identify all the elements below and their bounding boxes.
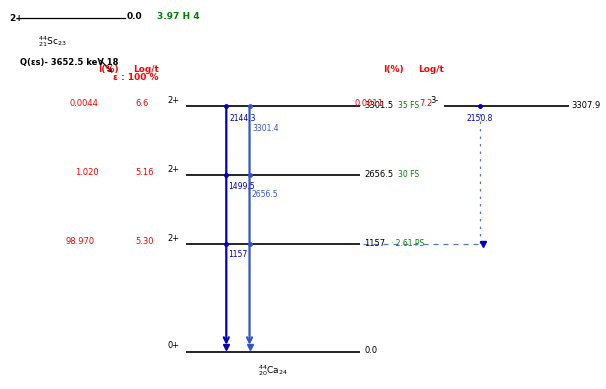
Text: 3-: 3- [430,96,438,105]
Text: 35 FS: 35 FS [398,101,419,110]
Text: 2150.8: 2150.8 [467,114,493,123]
Text: 30 FS: 30 FS [398,170,419,179]
Text: $^{44}_{20}$Ca$_{24}$: $^{44}_{20}$Ca$_{24}$ [258,363,288,378]
Text: I(%): I(%) [383,65,404,74]
Text: 2144.3: 2144.3 [229,114,256,123]
Text: 2+: 2+ [168,234,180,243]
Text: 2656.5: 2656.5 [251,190,278,199]
Text: 0.0044: 0.0044 [70,99,99,108]
Text: $^{44}_{21}$Sc$_{23}$: $^{44}_{21}$Sc$_{23}$ [38,34,66,49]
Text: 2+: 2+ [168,96,180,105]
Text: 0.0011: 0.0011 [354,99,383,108]
Text: 5.16: 5.16 [135,168,154,177]
Text: 1499.5: 1499.5 [228,182,255,191]
Text: 1157: 1157 [364,239,385,248]
Text: 5.30: 5.30 [135,237,154,246]
Text: 2+: 2+ [10,14,24,23]
Text: 98.970: 98.970 [65,237,95,246]
Text: 3.97 H 4: 3.97 H 4 [156,12,199,21]
Text: 6.6: 6.6 [135,99,148,108]
Text: · 2.61 PS: · 2.61 PS [391,239,424,248]
Text: ε : 100 %: ε : 100 % [113,73,159,82]
Text: 3307.9: 3307.9 [571,101,601,110]
Text: Log/t: Log/t [133,65,159,74]
Text: 1157: 1157 [228,250,247,259]
Text: Log/t: Log/t [418,65,444,74]
Text: 0.0: 0.0 [364,347,378,356]
Text: 1.020: 1.020 [75,168,99,177]
Text: 0+: 0+ [168,341,180,350]
Text: 7.2: 7.2 [419,99,433,108]
Text: I(%): I(%) [99,65,119,74]
Text: 2656.5: 2656.5 [364,170,394,179]
Text: Q(εs)- 3652.5 keV 18: Q(εs)- 3652.5 keV 18 [20,58,119,67]
Text: 3301.5: 3301.5 [364,101,394,110]
Text: 0.0: 0.0 [127,12,142,21]
Text: 2+: 2+ [168,165,180,174]
Text: 3301.4: 3301.4 [253,124,279,133]
